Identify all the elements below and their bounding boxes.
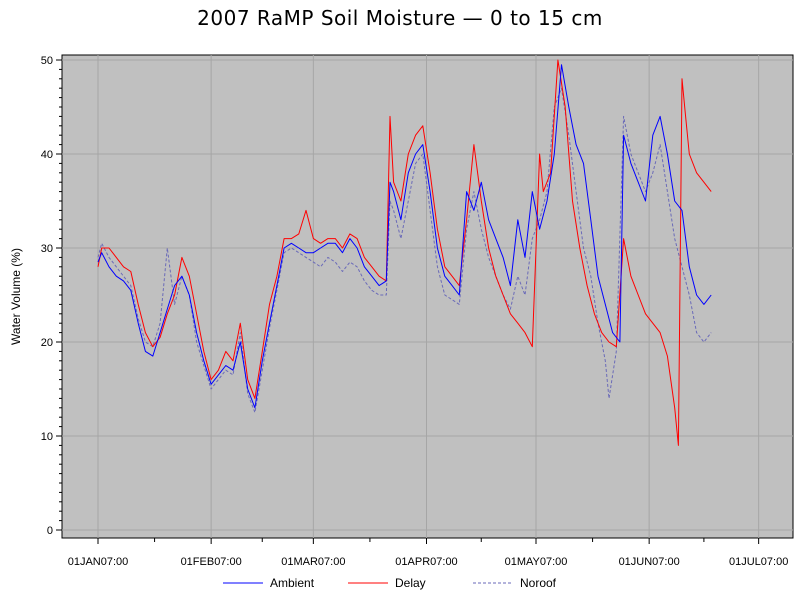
y-tick-label: 20 xyxy=(41,337,53,349)
y-tick-label: 40 xyxy=(41,149,53,161)
plot-area xyxy=(61,54,794,539)
legend-label-ambient: Ambient xyxy=(270,576,315,590)
series-line-noroof xyxy=(97,87,712,413)
legend: Ambient Delay Noroof xyxy=(223,576,557,590)
y-tick-label: 10 xyxy=(41,431,53,443)
y-axis-label: Water Volume (%) xyxy=(9,248,23,345)
x-tick-label: 01APR07:00 xyxy=(395,556,457,568)
series-line-delay xyxy=(97,59,712,446)
x-tick-label: 01JUL07:00 xyxy=(729,556,788,568)
x-tick-label: 01JUN07:00 xyxy=(619,556,680,568)
axes: 01JAN07:00 01FEB07:00 01MAR07:00 01APR07:00… xyxy=(41,55,789,568)
x-tick-label: 01MAY07:00 xyxy=(505,556,568,568)
x-tick-label: 01MAR07:00 xyxy=(281,556,345,568)
chart-title: 2007 RaMP Soil Moisture — 0 to 15 cm xyxy=(197,6,603,30)
x-tick-label: 01JAN07:00 xyxy=(68,556,129,568)
legend-label-noroof: Noroof xyxy=(520,576,557,590)
y-tick-label: 50 xyxy=(41,55,53,67)
legend-label-delay: Delay xyxy=(395,576,426,590)
y-tick-label: 0 xyxy=(47,525,53,537)
grid-lines xyxy=(62,55,793,538)
y-tick-label: 30 xyxy=(41,243,53,255)
series-line-ambient xyxy=(97,64,712,409)
series-layer xyxy=(97,59,712,446)
x-tick-label: 01FEB07:00 xyxy=(181,556,242,568)
